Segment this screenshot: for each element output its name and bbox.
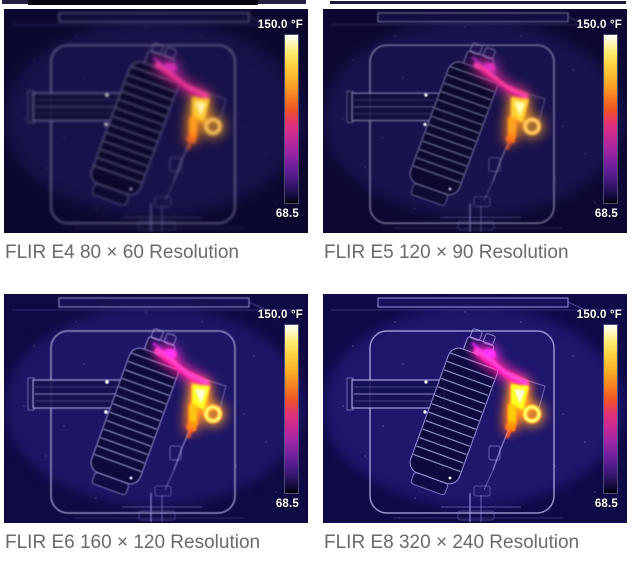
panel-caption-e4: FLIR E4 80 × 60 Resolution xyxy=(5,242,239,263)
scale-max-label: 150.0 °F xyxy=(576,309,622,321)
thermal-scene-svg xyxy=(323,294,627,523)
thermal-scene xyxy=(4,9,308,233)
panel-flir-e6: 150.0 °F 68.5 FLIR E6 160 × 120 Resoluti… xyxy=(4,294,308,584)
thermal-image-e8: 150.0 °F 68.5 xyxy=(323,294,627,523)
cropped-image-edge-right xyxy=(330,1,626,4)
thermal-image-e5: 150.0 °F 68.5 xyxy=(323,9,627,233)
panel-caption-e8: FLIR E8 320 × 240 Resolution xyxy=(324,532,580,553)
temperature-colorbar xyxy=(604,325,617,493)
scale-min-label: 68.5 xyxy=(594,208,618,220)
thermal-image-e4: 150.0 °F 68.5 xyxy=(4,9,308,233)
thermal-scene-svg xyxy=(4,294,308,523)
cropped-image-edge-left-core xyxy=(28,0,258,5)
thermal-scene-svg xyxy=(323,9,627,233)
panel-flir-e8: 150.0 °F 68.5 FLIR E8 320 × 240 Resoluti… xyxy=(323,294,627,584)
scale-max-label: 150.0 °F xyxy=(576,19,622,31)
thermal-scene xyxy=(323,9,627,233)
scale-min-label: 68.5 xyxy=(594,498,618,510)
scale-max-label: 150.0 °F xyxy=(257,19,303,31)
temperature-colorbar xyxy=(285,325,298,493)
panel-flir-e4: 150.0 °F 68.5 FLIR E4 80 × 60 Resolution xyxy=(4,9,308,294)
panel-caption-e5: FLIR E5 120 × 90 Resolution xyxy=(324,242,569,263)
scale-max-label: 150.0 °F xyxy=(257,309,303,321)
scale-min-label: 68.5 xyxy=(275,208,299,220)
thermal-scene xyxy=(323,294,627,523)
temperature-colorbar xyxy=(285,35,298,203)
thermal-image-e6: 150.0 °F 68.5 xyxy=(4,294,308,523)
scale-min-label: 68.5 xyxy=(275,498,299,510)
temperature-colorbar xyxy=(604,35,617,203)
thermal-scene-svg xyxy=(4,9,308,233)
panel-flir-e5: 150.0 °F 68.5 FLIR E5 120 × 90 Resolutio… xyxy=(323,9,627,294)
panel-caption-e6: FLIR E6 160 × 120 Resolution xyxy=(5,532,261,553)
thermal-scene xyxy=(4,294,308,523)
